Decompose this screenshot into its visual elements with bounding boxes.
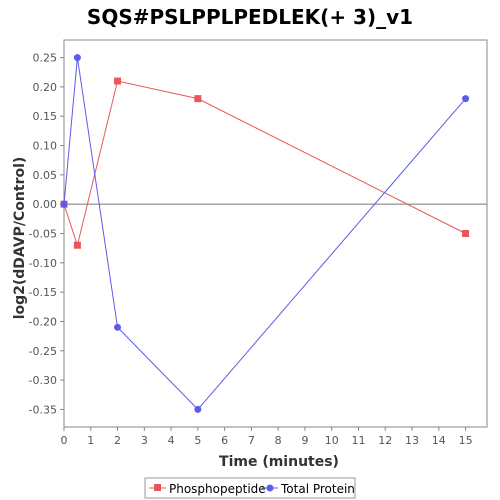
- series-layer: [60, 54, 470, 413]
- data-point-phosphopeptide: [462, 230, 470, 237]
- x-axis-label: Time (minutes): [219, 454, 339, 470]
- plot-frame: [63, 39, 488, 428]
- y-tick-label: 0.10: [33, 140, 58, 153]
- y-tick-label: 0.00: [33, 198, 58, 211]
- data-point-phosphopeptide: [73, 241, 81, 249]
- data-point-phosphopeptide: [114, 77, 122, 85]
- y-tick-label: -0.05: [29, 228, 57, 241]
- y-tick-label: -0.35: [29, 403, 57, 416]
- chart-title: SQS#PSLPPLPEDLEK(+ 3)_v1: [87, 5, 413, 29]
- x-tick-label: 5: [194, 434, 201, 447]
- legend-item-total-protein: Total Protein: [262, 482, 355, 496]
- y-tick-label: -0.25: [29, 345, 57, 358]
- x-tick-label: 0: [61, 434, 68, 447]
- x-tick-label: 7: [248, 434, 255, 447]
- x-tick-label: 11: [351, 434, 365, 447]
- data-point-total-protein: [60, 200, 68, 208]
- y-tick-label: -0.15: [29, 286, 57, 299]
- x-axis: 0 1 2 3 4 5 6 7 8 9 10 11 12 13 14 15: [61, 427, 473, 447]
- data-point-total-protein: [73, 54, 81, 62]
- y-axis: -0.35 -0.30 -0.25 -0.20 -0.15 -0.10 -0.05 0.00 0…: [29, 52, 64, 416]
- y-tick-label: -0.30: [29, 374, 57, 387]
- legend: Phosphopeptide Total Protein: [144, 477, 356, 499]
- x-tick-label: 9: [301, 434, 308, 447]
- x-tick-label: 4: [168, 434, 175, 447]
- series-total-protein: [60, 54, 470, 413]
- y-tick-label: -0.20: [29, 315, 57, 328]
- legend-label-phosphopeptide: Phosphopeptide: [169, 482, 266, 496]
- y-tick-label: 0.05: [33, 169, 58, 182]
- legend-label-total-protein: Total Protein: [280, 482, 355, 496]
- y-tick-label: 0.15: [33, 110, 58, 123]
- y-tick-label: 0.25: [33, 52, 58, 65]
- x-tick-label: 15: [459, 434, 473, 447]
- data-point-phosphopeptide: [194, 95, 202, 103]
- x-tick-label: 10: [325, 434, 339, 447]
- data-point-total-protein: [462, 95, 470, 103]
- legend-box: [144, 477, 356, 499]
- data-point-total-protein: [194, 405, 202, 413]
- x-tick-label: 12: [378, 434, 392, 447]
- legend-marker-total-protein: [266, 484, 274, 492]
- x-tick-label: 1: [87, 434, 94, 447]
- x-tick-label: 3: [141, 434, 148, 447]
- legend-marker-phosphopeptide: [154, 484, 161, 491]
- x-tick-label: 13: [405, 434, 419, 447]
- x-tick-label: 6: [221, 434, 228, 447]
- legend-item-phosphopeptide: Phosphopeptide: [149, 482, 266, 496]
- y-axis-label: log2(dDAVP/Control): [12, 157, 28, 320]
- data-point-total-protein: [114, 323, 122, 331]
- x-tick-label: 14: [432, 434, 446, 447]
- x-tick-label: 2: [114, 434, 121, 447]
- y-tick-label: 0.20: [33, 81, 58, 94]
- x-tick-label: 8: [275, 434, 282, 447]
- y-tick-label: -0.10: [29, 257, 57, 270]
- plot-area: [63, 39, 488, 428]
